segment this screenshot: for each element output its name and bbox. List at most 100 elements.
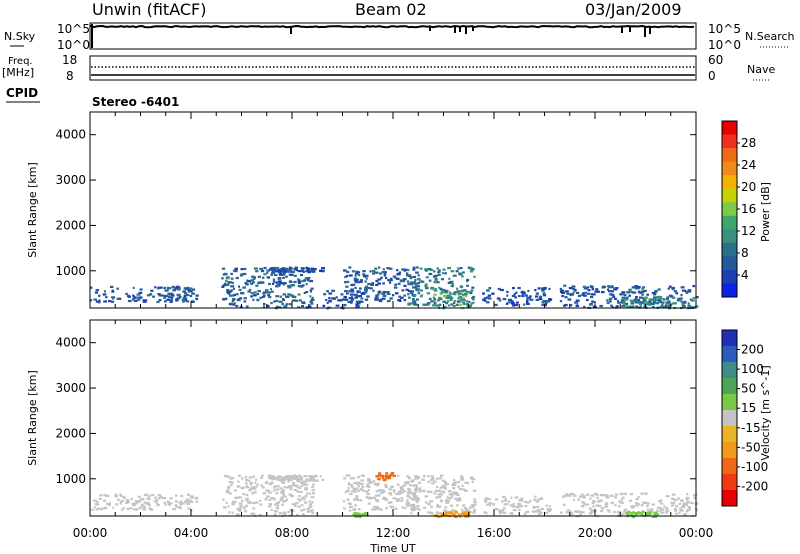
- velocity-cell: [488, 504, 492, 507]
- power-cell: [377, 290, 380, 293]
- power-cell: [561, 291, 565, 294]
- power-cell: [302, 267, 305, 270]
- power-cell: [262, 305, 265, 308]
- power-cell: [277, 277, 282, 280]
- velocity-cell: [395, 498, 400, 501]
- velocity-cell: [225, 501, 228, 504]
- velocity-cell: [303, 508, 306, 511]
- power-cell: [430, 300, 435, 303]
- power-cell: [298, 299, 302, 302]
- power-cell: [468, 304, 472, 307]
- velocity-bar-swatch: [722, 474, 737, 491]
- velocity-cell: [601, 494, 606, 497]
- velocity-cell: [360, 479, 365, 482]
- power-cell: [438, 303, 442, 306]
- power-cell: [414, 284, 419, 287]
- power-cell: [491, 292, 495, 295]
- velocity-cell: [473, 508, 477, 512]
- power-cell: [529, 298, 534, 301]
- power-cell: [394, 283, 398, 286]
- power-cell: [633, 299, 638, 302]
- power-cell: [586, 292, 591, 295]
- velocity-cell: [248, 476, 253, 479]
- velocity-cell: [438, 512, 442, 515]
- velocity-cell: [414, 483, 418, 487]
- power-cell: [272, 278, 276, 281]
- velocity-cell: [145, 493, 149, 496]
- power-cell: [364, 298, 369, 301]
- power-cell: [417, 281, 420, 285]
- power-cell: [583, 287, 588, 290]
- power-cell: [567, 298, 571, 301]
- power-cell: [469, 270, 474, 273]
- velocity-cell: [300, 478, 303, 481]
- power-cell: [365, 289, 368, 292]
- velocity-cell: [234, 496, 238, 499]
- velocity-cell: [415, 485, 418, 488]
- velocity-cell: [267, 474, 271, 477]
- velocity-cell: [686, 493, 689, 496]
- velocity-cell: [695, 509, 699, 512]
- power-cell: [458, 297, 462, 300]
- velocity-cell: [245, 493, 249, 496]
- power-cell: [453, 299, 457, 303]
- power-cell: [514, 303, 519, 307]
- power-cell: [322, 304, 326, 307]
- power-cell: [543, 287, 547, 290]
- velocity-cell: [450, 494, 454, 497]
- power-patch-6: [432, 289, 471, 310]
- velocity-cell: [509, 512, 514, 515]
- power-cell: [505, 302, 509, 305]
- velocity-cell: [427, 475, 430, 478]
- velocity-cell: [400, 499, 404, 502]
- power-cell: [681, 303, 685, 306]
- power-cell: [463, 289, 467, 292]
- power-cell: [542, 294, 547, 297]
- power-cell: [245, 305, 249, 308]
- velocity-patch-6: [433, 510, 472, 519]
- velocity-ylabel: Slant Range [km]: [26, 370, 39, 466]
- power-cell: [686, 290, 689, 293]
- velocity-cell: [430, 475, 434, 478]
- power-cell: [582, 285, 586, 288]
- velocity-cell: [275, 492, 279, 495]
- velocity-cell: [430, 500, 434, 503]
- velocity-cell: [392, 497, 397, 500]
- velocity-cell: [473, 498, 476, 501]
- velocity-cell: [123, 496, 126, 499]
- power-cell: [609, 297, 613, 300]
- velocity-cell: [237, 474, 241, 477]
- power-cell: [443, 305, 447, 308]
- power-cell: [278, 300, 283, 303]
- velocity-cell: [450, 496, 453, 499]
- power-cell: [149, 293, 152, 296]
- velocity-cell: [275, 510, 278, 513]
- velocity-cell: [222, 506, 227, 509]
- power-cell: [392, 294, 395, 297]
- velocity-cell: [439, 490, 443, 493]
- velocity-cell: [440, 513, 444, 516]
- power-cell: [682, 301, 686, 304]
- velocity-cell: [502, 511, 507, 514]
- velocity-cell: [311, 511, 315, 515]
- velocity-cell: [266, 489, 271, 492]
- velocity-cell: [379, 508, 383, 511]
- velocity-cell: [592, 500, 596, 503]
- power-cell: [389, 279, 393, 282]
- power-cell: [182, 296, 186, 300]
- power-cell: [186, 300, 190, 303]
- velocity-cell: [360, 474, 364, 477]
- time-tick-label: 08:00: [275, 526, 310, 540]
- power-cell: [448, 291, 451, 294]
- power-cell: [171, 294, 175, 297]
- velocity-cell: [472, 478, 476, 481]
- velocity-cell: [658, 500, 661, 503]
- power-cell: [447, 304, 451, 307]
- velocity-patch-4: [405, 474, 477, 515]
- velocity-cell: [378, 478, 381, 481]
- power-cell: [350, 290, 354, 293]
- velocity-cell: [461, 511, 465, 514]
- power-cell: [411, 276, 414, 279]
- power-cell: [144, 299, 148, 302]
- power-bar-tick-label: 28: [741, 136, 756, 150]
